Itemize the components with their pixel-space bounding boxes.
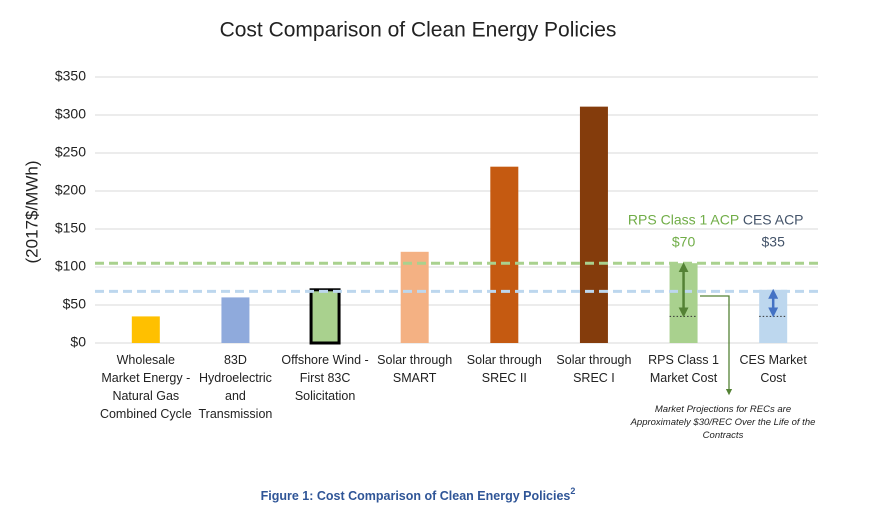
y-tick-label: $350: [55, 68, 86, 84]
x-tick-label-box: Solar through SMART: [377, 353, 453, 385]
bar: [221, 297, 250, 343]
range-label: CES ACP: [743, 212, 804, 228]
x-tick-label-box: Offshore Wind - First 83C Solicitation: [281, 353, 369, 403]
x-tick-label: Solar through SMART: [377, 353, 453, 385]
bar: [579, 106, 608, 343]
x-tick-label-box: RPS Class 1 Market Cost: [648, 353, 719, 385]
range-value-label: $70: [672, 234, 696, 250]
bar: [309, 288, 341, 345]
y-tick-label: $300: [55, 106, 86, 122]
range-value-label: $35: [762, 234, 786, 250]
x-tick-label: Wholesale Market Energy - Natural Gas Co…: [99, 353, 192, 421]
y-tick-label: $100: [55, 258, 86, 274]
caption-text: Figure 1: Cost Comparison of Clean Energ…: [261, 489, 571, 503]
range-label: RPS Class 1 ACP: [628, 212, 739, 228]
caption-footnote: 2: [570, 486, 575, 496]
bar: [131, 316, 160, 343]
x-tick-label: Solar through SREC II: [466, 353, 542, 385]
x-tick-label: Solar through SREC I: [556, 353, 632, 385]
y-tick-label: $0: [70, 334, 86, 350]
y-tick-label: $250: [55, 144, 86, 160]
x-tick-label-box: 83D Hydroelectric and Transmission: [198, 353, 273, 421]
note: Market Projections for RECs are Approxim…: [630, 404, 816, 441]
y-axis-label: (2017$/MWh): [22, 161, 41, 264]
bars: Wholesale Market Energy - Natural Gas Co…: [99, 106, 807, 421]
bar: [490, 166, 519, 343]
overlays: RPS Class 1 ACP $70 CES ACP $35: [95, 212, 818, 318]
x-tick-label: CES Market Cost: [739, 353, 807, 385]
y-tick-label: $200: [55, 182, 86, 198]
x-tick-label-box: CES Market Cost: [739, 353, 807, 385]
caption: Figure 1: Cost Comparison of Clean Energ…: [261, 486, 576, 503]
x-tick-label-box: Solar through SREC II: [466, 353, 542, 385]
y-tick-label: $50: [63, 296, 87, 312]
grid: $0 $50 $100 $150 $200 $250 $300 $350: [55, 68, 818, 350]
bar: [400, 251, 429, 343]
x-tick-label-box: Solar through SREC I: [556, 353, 632, 385]
x-tick-label-box: Wholesale Market Energy - Natural Gas Co…: [99, 353, 192, 421]
note-pointer: [700, 295, 733, 396]
chart-title: Cost Comparison of Clean Energy Policies: [220, 19, 617, 42]
x-tick-label: 83D Hydroelectric and Transmission: [198, 353, 273, 421]
y-tick-label: $150: [55, 220, 86, 236]
note-box: Market Projections for RECs are Approxim…: [630, 404, 816, 441]
x-tick-label: RPS Class 1 Market Cost: [648, 353, 719, 385]
x-tick-label: Offshore Wind - First 83C Solicitation: [281, 353, 369, 403]
